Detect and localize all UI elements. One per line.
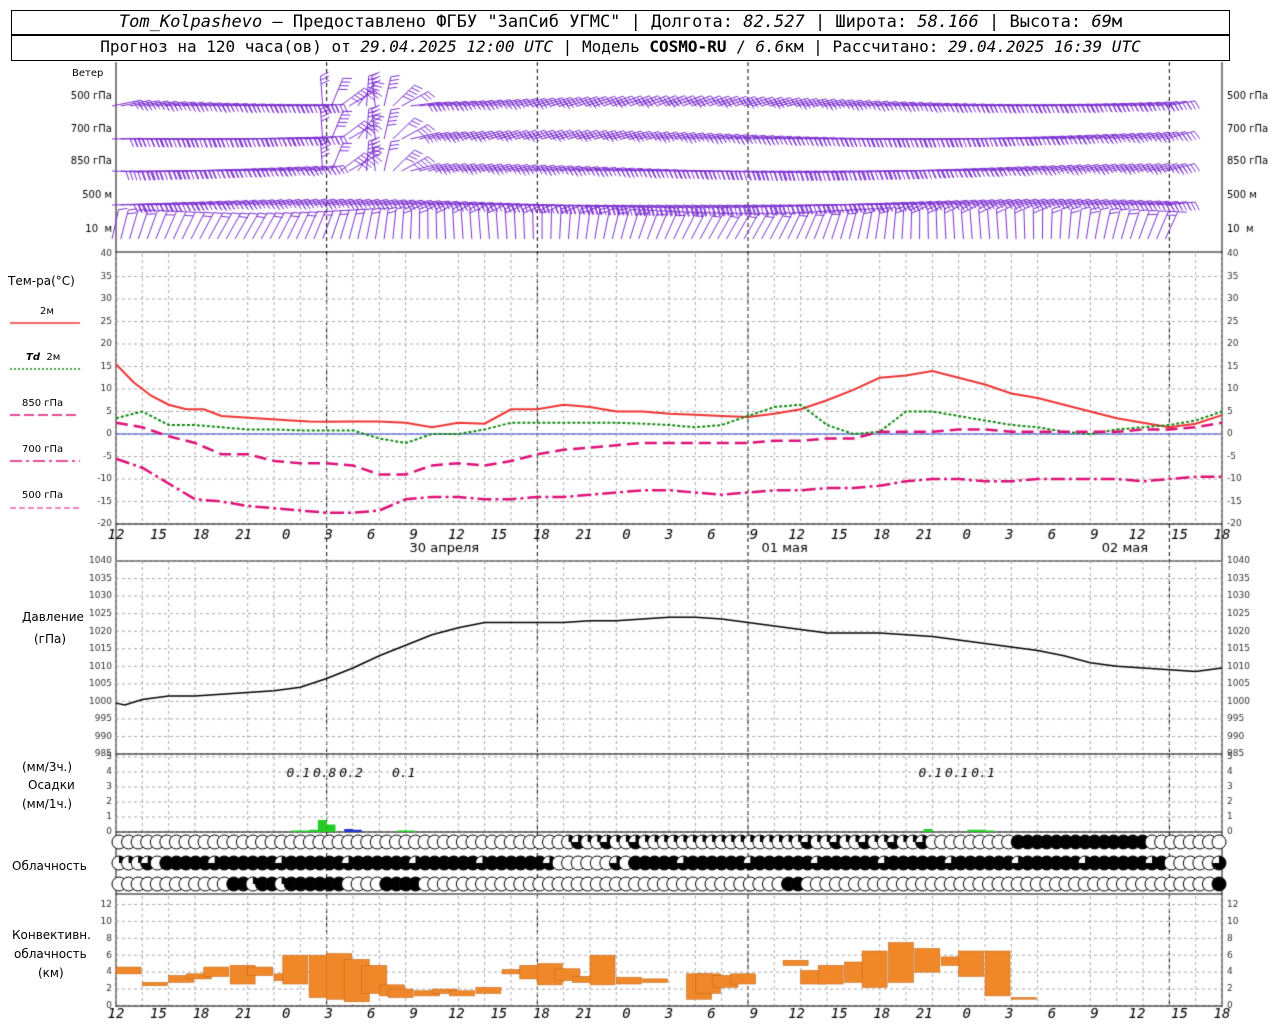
pressure-unit: (гПа) — [34, 632, 67, 646]
convective-title-2: облачность — [14, 947, 87, 961]
provider: Предоставлено ФГБУ "ЗапСиб УГМС" — [292, 12, 621, 32]
cloud-title: Облачность — [12, 859, 87, 873]
legend-td2m: Td 2м — [26, 352, 60, 363]
legend-td-label: 2м — [46, 352, 61, 363]
model-res: 6.6 — [755, 37, 785, 56]
model-name: COSMO-RU — [649, 37, 727, 56]
calc-time: 29.04.2025 16:39 UTC — [948, 37, 1141, 56]
alt-unit: м — [1111, 12, 1123, 32]
legend-td-prefix: Td — [26, 352, 40, 363]
lat-value: 58.166 — [917, 12, 979, 32]
pressure-title: Давление — [22, 610, 84, 624]
precip-unit-1h: (мм/1ч.) — [22, 797, 73, 811]
calc-label: Рассчитано: — [832, 37, 939, 56]
legend-850: 850 гПа — [22, 398, 64, 409]
precip-title: Осадки — [28, 778, 75, 792]
temperature-title: Тем-ра(°С) — [8, 274, 75, 288]
alt-value: 69 — [1091, 12, 1112, 32]
convective-title-1: Конвективн. — [12, 928, 91, 942]
lon-label: Долгота: — [651, 12, 734, 32]
lon-value: 82.527 — [743, 12, 805, 32]
wind-title: Ветер — [72, 68, 104, 79]
precip-unit-3h: (мм/3ч.) — [22, 760, 73, 774]
header-line-2: Прогноз на 120 часа(ов) от 29.04.2025 12… — [11, 35, 1230, 61]
convective-unit: (км) — [38, 966, 64, 980]
model-res-unit: км — [784, 37, 804, 56]
station-name: Tom_Kolpashevo — [118, 12, 263, 32]
legend-500: 500 гПа — [22, 490, 64, 501]
legend-700: 700 гПа — [22, 444, 64, 455]
forecast-time: 29.04.2025 12:00 UTC — [360, 37, 554, 56]
forecast-label: Прогноз на 120 часа(ов) от — [100, 37, 351, 56]
alt-label: Высота: — [1009, 12, 1082, 32]
model-label: Модель — [581, 37, 640, 56]
legend-t2m: 2м — [40, 306, 54, 317]
lat-label: Широта: — [835, 12, 908, 32]
header-line-1: Tom_Kolpashevo — Предоставлено ФГБУ "Зап… — [11, 10, 1230, 35]
